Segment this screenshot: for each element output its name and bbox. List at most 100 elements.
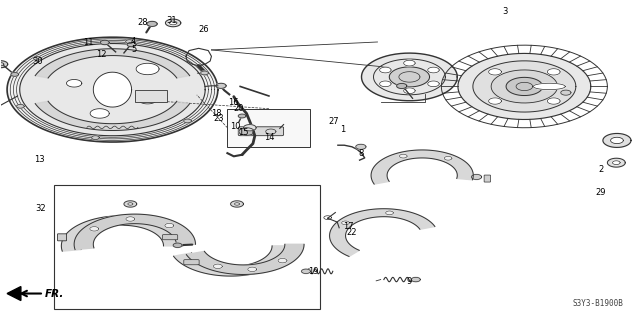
Polygon shape bbox=[0, 61, 8, 68]
Polygon shape bbox=[90, 226, 99, 231]
Text: 22: 22 bbox=[347, 228, 357, 237]
Polygon shape bbox=[491, 70, 557, 103]
Text: 4: 4 bbox=[131, 38, 136, 47]
Polygon shape bbox=[471, 174, 481, 180]
Polygon shape bbox=[93, 72, 132, 107]
Text: 23: 23 bbox=[214, 114, 225, 123]
Polygon shape bbox=[35, 49, 189, 78]
Polygon shape bbox=[230, 201, 243, 207]
Polygon shape bbox=[506, 78, 543, 95]
Text: FR.: FR. bbox=[44, 288, 64, 299]
Polygon shape bbox=[35, 101, 189, 130]
FancyBboxPatch shape bbox=[58, 234, 67, 241]
Polygon shape bbox=[125, 40, 133, 43]
Polygon shape bbox=[127, 42, 136, 47]
Polygon shape bbox=[342, 221, 349, 225]
Text: 30: 30 bbox=[33, 57, 43, 66]
FancyBboxPatch shape bbox=[184, 260, 199, 265]
Polygon shape bbox=[386, 211, 394, 215]
Polygon shape bbox=[243, 124, 256, 131]
Polygon shape bbox=[380, 67, 391, 73]
Text: 2: 2 bbox=[598, 165, 604, 174]
Polygon shape bbox=[136, 63, 159, 75]
Text: 9: 9 bbox=[407, 277, 412, 286]
Polygon shape bbox=[607, 158, 625, 167]
Text: 18: 18 bbox=[211, 109, 222, 118]
Polygon shape bbox=[278, 258, 287, 263]
Polygon shape bbox=[61, 216, 182, 251]
Polygon shape bbox=[356, 144, 366, 149]
Polygon shape bbox=[428, 67, 439, 73]
Polygon shape bbox=[301, 269, 310, 273]
Polygon shape bbox=[173, 246, 291, 276]
Text: 16: 16 bbox=[228, 98, 239, 107]
Text: 13: 13 bbox=[34, 155, 44, 164]
Polygon shape bbox=[389, 67, 429, 87]
Polygon shape bbox=[126, 217, 135, 221]
Polygon shape bbox=[444, 156, 452, 160]
Polygon shape bbox=[428, 81, 439, 87]
Text: 19: 19 bbox=[308, 267, 319, 276]
Polygon shape bbox=[248, 267, 257, 271]
Text: 31: 31 bbox=[166, 16, 177, 25]
Polygon shape bbox=[165, 223, 174, 228]
Polygon shape bbox=[20, 43, 205, 136]
Polygon shape bbox=[170, 21, 177, 25]
Text: S3Y3-B1900B: S3Y3-B1900B bbox=[572, 299, 623, 308]
Polygon shape bbox=[533, 83, 565, 90]
Polygon shape bbox=[397, 84, 407, 88]
Text: 17: 17 bbox=[344, 222, 354, 231]
Polygon shape bbox=[7, 37, 218, 142]
Polygon shape bbox=[488, 98, 501, 104]
Polygon shape bbox=[184, 119, 191, 123]
FancyBboxPatch shape bbox=[227, 109, 310, 147]
FancyBboxPatch shape bbox=[484, 175, 490, 182]
Polygon shape bbox=[547, 69, 560, 75]
Polygon shape bbox=[216, 83, 226, 88]
Polygon shape bbox=[74, 214, 195, 249]
Polygon shape bbox=[173, 243, 182, 248]
Polygon shape bbox=[412, 277, 420, 282]
Text: 15: 15 bbox=[238, 128, 248, 137]
Text: 20: 20 bbox=[233, 104, 243, 113]
Text: 29: 29 bbox=[596, 188, 606, 197]
Polygon shape bbox=[399, 154, 407, 158]
Polygon shape bbox=[201, 71, 209, 75]
Polygon shape bbox=[166, 19, 180, 27]
Polygon shape bbox=[371, 150, 473, 184]
Polygon shape bbox=[330, 209, 435, 256]
Polygon shape bbox=[147, 21, 157, 26]
Polygon shape bbox=[561, 90, 571, 95]
Text: 10: 10 bbox=[230, 122, 241, 131]
Polygon shape bbox=[92, 136, 99, 139]
FancyBboxPatch shape bbox=[135, 90, 167, 102]
Polygon shape bbox=[33, 56, 41, 60]
Polygon shape bbox=[11, 72, 19, 76]
FancyBboxPatch shape bbox=[54, 185, 320, 309]
Polygon shape bbox=[213, 264, 222, 269]
Polygon shape bbox=[473, 61, 576, 112]
FancyBboxPatch shape bbox=[238, 127, 284, 136]
Polygon shape bbox=[17, 104, 24, 108]
Polygon shape bbox=[7, 286, 21, 300]
Polygon shape bbox=[186, 244, 304, 274]
Polygon shape bbox=[488, 69, 501, 75]
Polygon shape bbox=[404, 60, 415, 66]
Polygon shape bbox=[238, 114, 246, 118]
Text: 3: 3 bbox=[502, 7, 508, 16]
Polygon shape bbox=[611, 137, 623, 144]
Polygon shape bbox=[90, 109, 109, 118]
Polygon shape bbox=[603, 133, 631, 147]
Polygon shape bbox=[124, 201, 137, 207]
Polygon shape bbox=[458, 53, 591, 120]
FancyBboxPatch shape bbox=[163, 235, 178, 240]
Polygon shape bbox=[362, 53, 458, 101]
Polygon shape bbox=[380, 81, 391, 87]
Text: 32: 32 bbox=[35, 204, 45, 213]
Polygon shape bbox=[239, 128, 254, 135]
Polygon shape bbox=[547, 98, 560, 104]
Text: 12: 12 bbox=[97, 50, 107, 59]
Text: 28: 28 bbox=[137, 18, 148, 27]
Polygon shape bbox=[404, 88, 415, 93]
Text: 11: 11 bbox=[84, 38, 94, 47]
